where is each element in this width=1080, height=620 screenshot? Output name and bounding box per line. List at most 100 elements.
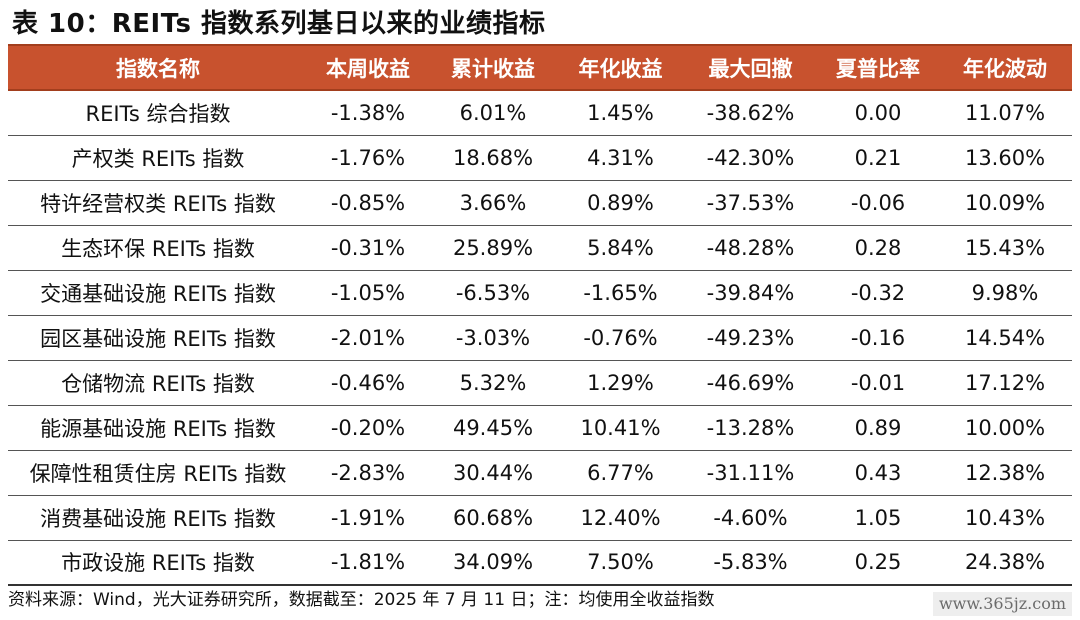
- cell-annualized-volatility: 10.00%: [938, 405, 1072, 451]
- cell-cumulative-return: -3.03%: [428, 315, 558, 361]
- cell-sharpe-ratio: -0.32: [818, 270, 938, 316]
- cell-max-drawdown: -4.60%: [683, 495, 818, 541]
- cell-max-drawdown: -49.23%: [683, 315, 818, 361]
- table-row: 消费基础设施 REITs 指数 -1.91% 60.68% 12.40% -4.…: [8, 495, 1072, 541]
- cell-annualized-return: 4.31%: [558, 135, 683, 181]
- header-max-drawdown: 最大回撤: [683, 44, 818, 91]
- cell-sharpe-ratio: 0.00: [818, 90, 938, 136]
- cell-annualized-volatility: 10.09%: [938, 180, 1072, 226]
- cell-annualized-return: 0.89%: [558, 180, 683, 226]
- cell-sharpe-ratio: 0.28: [818, 225, 938, 271]
- cell-annualized-return: 1.29%: [558, 360, 683, 406]
- cell-sharpe-ratio: 0.21: [818, 135, 938, 181]
- cell-annualized-return: 7.50%: [558, 540, 683, 586]
- header-weekly-return: 本周收益: [308, 44, 428, 91]
- cell-max-drawdown: -42.30%: [683, 135, 818, 181]
- cell-annualized-return: 12.40%: [558, 495, 683, 541]
- cell-annualized-return: -0.76%: [558, 315, 683, 361]
- table-row: 生态环保 REITs 指数 -0.31% 25.89% 5.84% -48.28…: [8, 225, 1072, 271]
- cell-annualized-volatility: 11.07%: [938, 90, 1072, 136]
- header-cumulative-return: 累计收益: [428, 44, 558, 91]
- table-row: 园区基础设施 REITs 指数 -2.01% -3.03% -0.76% -49…: [8, 315, 1072, 361]
- cell-index-name: 交通基础设施 REITs 指数: [8, 270, 308, 316]
- header-index-name: 指数名称: [8, 44, 308, 91]
- cell-weekly-return: -1.81%: [308, 540, 428, 586]
- header-annualized-volatility: 年化波动: [938, 44, 1072, 91]
- cell-index-name: 特许经营权类 REITs 指数: [8, 180, 308, 226]
- cell-annualized-return: 10.41%: [558, 405, 683, 451]
- source-note: 资料来源：Wind，光大证券研究所，数据截至：2025 年 7 月 11 日；注…: [8, 590, 715, 610]
- cell-weekly-return: -2.01%: [308, 315, 428, 361]
- cell-index-name: 市政设施 REITs 指数: [8, 540, 308, 586]
- cell-max-drawdown: -31.11%: [683, 450, 818, 496]
- cell-max-drawdown: -13.28%: [683, 405, 818, 451]
- cell-cumulative-return: 30.44%: [428, 450, 558, 496]
- cell-sharpe-ratio: 1.05: [818, 495, 938, 541]
- cell-index-name: 园区基础设施 REITs 指数: [8, 315, 308, 361]
- cell-cumulative-return: 25.89%: [428, 225, 558, 271]
- reits-performance-table: 指数名称 本周收益 累计收益 年化收益 最大回撤 夏普比率 年化波动 REITs…: [8, 44, 1072, 586]
- cell-sharpe-ratio: 0.89: [818, 405, 938, 451]
- cell-cumulative-return: 49.45%: [428, 405, 558, 451]
- cell-sharpe-ratio: -0.01: [818, 360, 938, 406]
- table-header-row: 指数名称 本周收益 累计收益 年化收益 最大回撤 夏普比率 年化波动: [8, 44, 1072, 91]
- cell-weekly-return: -0.31%: [308, 225, 428, 271]
- cell-weekly-return: -1.91%: [308, 495, 428, 541]
- table-row: 产权类 REITs 指数 -1.76% 18.68% 4.31% -42.30%…: [8, 135, 1072, 181]
- cell-index-name: 保障性租赁住房 REITs 指数: [8, 450, 308, 496]
- cell-max-drawdown: -46.69%: [683, 360, 818, 406]
- table-title: 表 10：REITs 指数系列基日以来的业绩指标: [12, 9, 546, 39]
- cell-annualized-return: 1.45%: [558, 90, 683, 136]
- cell-cumulative-return: 34.09%: [428, 540, 558, 586]
- cell-cumulative-return: 6.01%: [428, 90, 558, 136]
- cell-annualized-volatility: 10.43%: [938, 495, 1072, 541]
- cell-annualized-volatility: 17.12%: [938, 360, 1072, 406]
- cell-cumulative-return: 18.68%: [428, 135, 558, 181]
- watermark: www.365jz.com: [932, 592, 1072, 616]
- cell-index-name: 仓储物流 REITs 指数: [8, 360, 308, 406]
- header-sharpe-ratio: 夏普比率: [818, 44, 938, 91]
- cell-annualized-return: 6.77%: [558, 450, 683, 496]
- cell-annualized-volatility: 12.38%: [938, 450, 1072, 496]
- cell-index-name: 消费基础设施 REITs 指数: [8, 495, 308, 541]
- table-row: 保障性租赁住房 REITs 指数 -2.83% 30.44% 6.77% -31…: [8, 450, 1072, 496]
- cell-max-drawdown: -48.28%: [683, 225, 818, 271]
- cell-annualized-return: 5.84%: [558, 225, 683, 271]
- header-annualized-return: 年化收益: [558, 44, 683, 91]
- cell-sharpe-ratio: -0.16: [818, 315, 938, 361]
- cell-index-name: 产权类 REITs 指数: [8, 135, 308, 181]
- cell-max-drawdown: -38.62%: [683, 90, 818, 136]
- cell-weekly-return: -1.76%: [308, 135, 428, 181]
- cell-cumulative-return: 60.68%: [428, 495, 558, 541]
- cell-annualized-volatility: 13.60%: [938, 135, 1072, 181]
- cell-sharpe-ratio: 0.25: [818, 540, 938, 586]
- table-row: 仓储物流 REITs 指数 -0.46% 5.32% 1.29% -46.69%…: [8, 360, 1072, 406]
- cell-max-drawdown: -5.83%: [683, 540, 818, 586]
- cell-annualized-volatility: 15.43%: [938, 225, 1072, 271]
- cell-annualized-volatility: 24.38%: [938, 540, 1072, 586]
- cell-cumulative-return: -6.53%: [428, 270, 558, 316]
- table-row: 市政设施 REITs 指数 -1.81% 34.09% 7.50% -5.83%…: [8, 540, 1072, 586]
- cell-weekly-return: -1.38%: [308, 90, 428, 136]
- cell-cumulative-return: 3.66%: [428, 180, 558, 226]
- cell-annualized-volatility: 9.98%: [938, 270, 1072, 316]
- table-row: 特许经营权类 REITs 指数 -0.85% 3.66% 0.89% -37.5…: [8, 180, 1072, 226]
- cell-max-drawdown: -39.84%: [683, 270, 818, 316]
- cell-sharpe-ratio: 0.43: [818, 450, 938, 496]
- table-row: 能源基础设施 REITs 指数 -0.20% 49.45% 10.41% -13…: [8, 405, 1072, 451]
- table-row: 交通基础设施 REITs 指数 -1.05% -6.53% -1.65% -39…: [8, 270, 1072, 316]
- cell-weekly-return: -1.05%: [308, 270, 428, 316]
- cell-index-name: REITs 综合指数: [8, 90, 308, 136]
- cell-weekly-return: -2.83%: [308, 450, 428, 496]
- cell-max-drawdown: -37.53%: [683, 180, 818, 226]
- cell-index-name: 能源基础设施 REITs 指数: [8, 405, 308, 451]
- cell-annualized-volatility: 14.54%: [938, 315, 1072, 361]
- cell-weekly-return: -0.46%: [308, 360, 428, 406]
- cell-weekly-return: -0.85%: [308, 180, 428, 226]
- cell-index-name: 生态环保 REITs 指数: [8, 225, 308, 271]
- table-row: REITs 综合指数 -1.38% 6.01% 1.45% -38.62% 0.…: [8, 90, 1072, 136]
- cell-sharpe-ratio: -0.06: [818, 180, 938, 226]
- cell-annualized-return: -1.65%: [558, 270, 683, 316]
- cell-cumulative-return: 5.32%: [428, 360, 558, 406]
- cell-weekly-return: -0.20%: [308, 405, 428, 451]
